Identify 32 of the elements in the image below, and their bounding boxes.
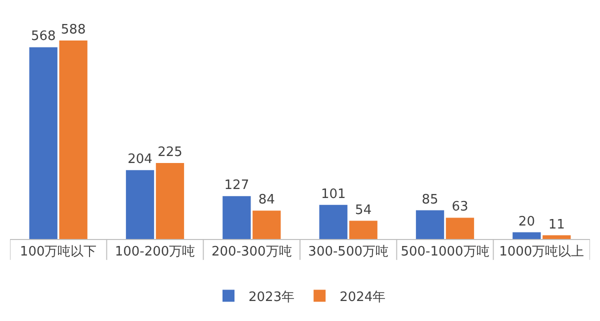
bar [59,40,88,239]
data-label: 63 [452,200,468,215]
legend-label: 2023年 [248,290,295,305]
x-tick-label: 100-200万吨 [114,244,196,260]
bar [542,235,571,239]
x-tick-label: 100万吨以下 [20,244,97,260]
data-label: 54 [355,202,372,218]
bar [156,163,184,239]
bar [252,210,281,239]
x-tick-label: 500-1000万吨 [400,244,490,260]
bar [29,47,58,239]
x-tick-label: 200-300万吨 [212,244,292,260]
data-label: 20 [518,214,535,230]
data-label: 204 [128,152,152,168]
bar [446,218,474,239]
bar [126,170,154,239]
bar [222,196,251,239]
x-tick-label: 1000万吨以上 [499,244,584,260]
data-label: 588 [60,22,86,38]
data-label: 11 [548,217,565,232]
bar [512,232,541,239]
data-label: 568 [30,29,56,44]
legend-label: 2024年 [340,290,386,305]
data-label: 85 [422,192,438,208]
data-label: 127 [224,178,250,194]
x-tick-label: 300-500万吨 [308,244,388,260]
bar [319,204,348,239]
bar [349,220,378,239]
data-label: 101 [320,186,346,202]
data-label: 225 [158,145,182,160]
data-label: 84 [258,192,275,208]
bar [416,210,444,239]
